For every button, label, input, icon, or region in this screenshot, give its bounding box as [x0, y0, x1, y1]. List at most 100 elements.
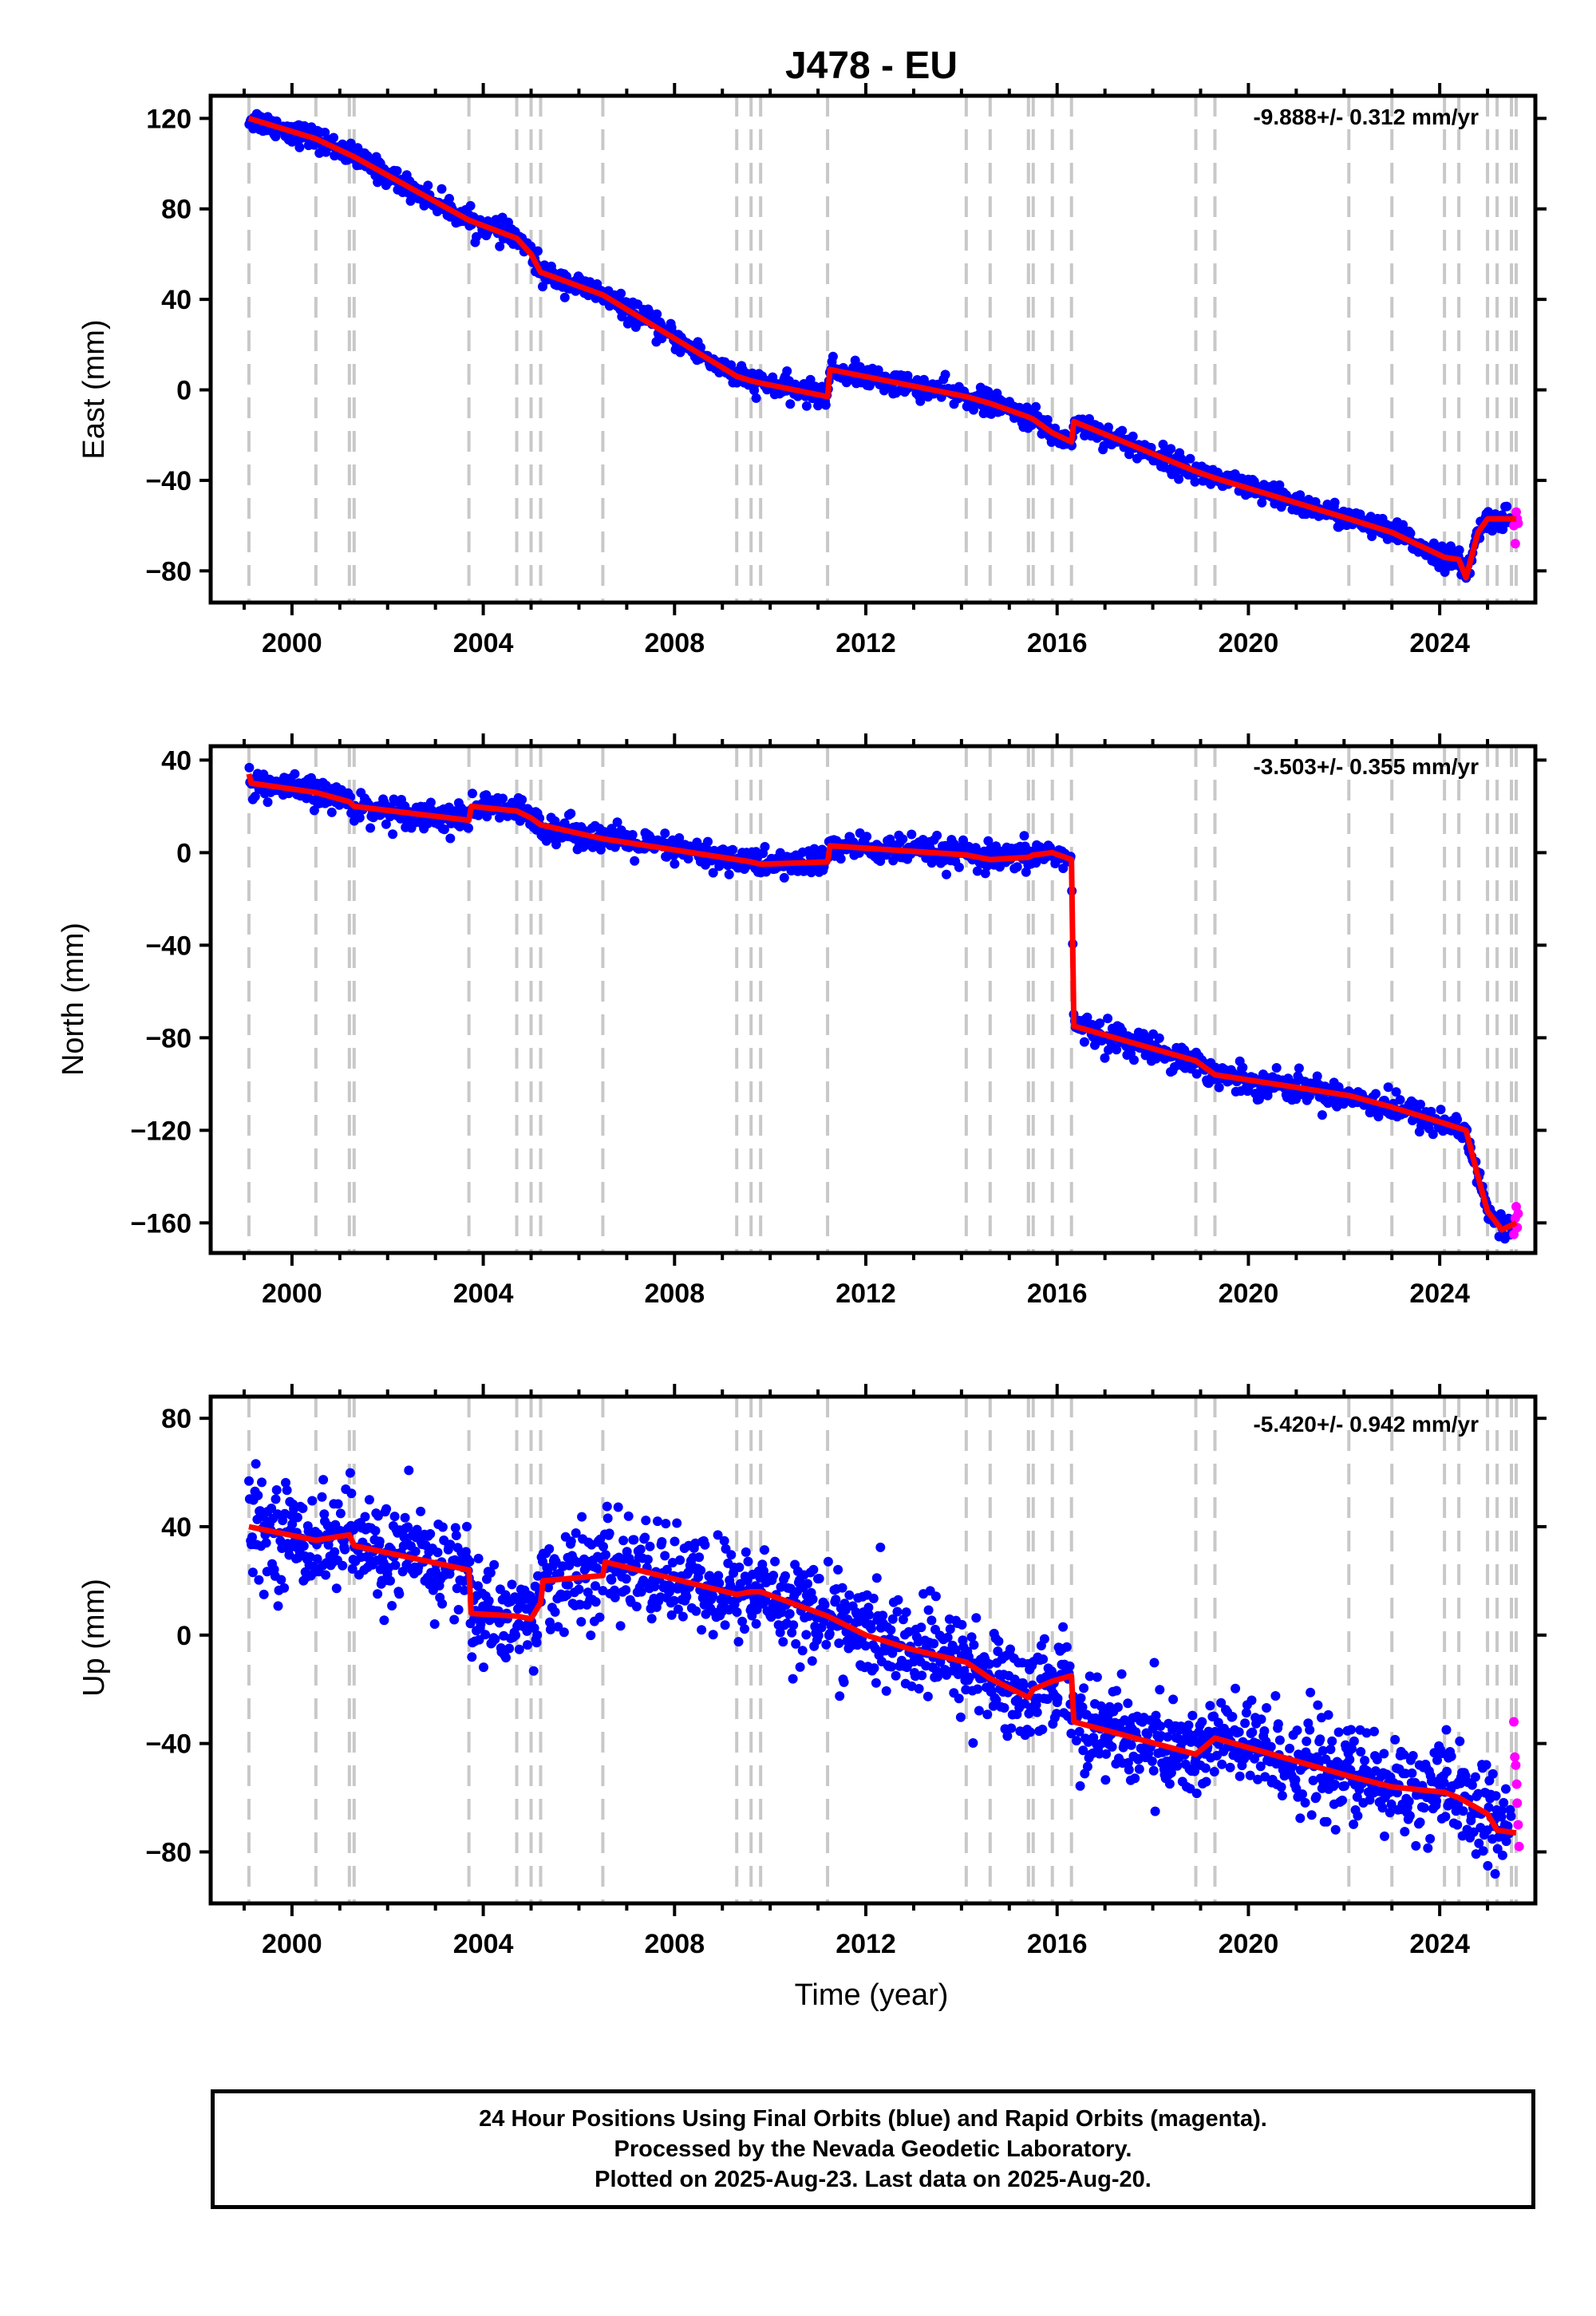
up-final-point [370, 1526, 381, 1536]
up-final-point [566, 1536, 576, 1547]
up-final-point [669, 1595, 679, 1606]
north-final-point [1262, 1090, 1273, 1101]
up-final-point [984, 1659, 994, 1670]
north-final-point [1371, 1089, 1381, 1099]
up-final-point [271, 1485, 282, 1495]
north-final-point [1191, 1069, 1202, 1079]
east-final-point [1031, 401, 1041, 412]
up-final-point [751, 1618, 761, 1629]
north-final-point [708, 868, 718, 878]
up-final-point [1032, 1707, 1042, 1717]
up-final-point [1191, 1788, 1202, 1799]
up-final-point [1455, 1736, 1465, 1746]
north-final-point [566, 808, 576, 819]
up-final-point [653, 1516, 662, 1527]
up-final-point [559, 1627, 569, 1638]
north-final-point [1058, 864, 1069, 873]
east-final-point [1502, 501, 1512, 512]
north-final-point [1294, 1063, 1304, 1073]
up-y-tick-label-1: 40 [161, 1512, 192, 1543]
up-final-point [1130, 1773, 1140, 1784]
up-final-point [257, 1477, 267, 1488]
up-final-point [955, 1712, 966, 1722]
north-final-point [674, 833, 685, 843]
up-final-point [484, 1595, 494, 1606]
east-final-point [616, 288, 626, 298]
north-x-tick-label-0: 2000 [262, 1279, 322, 1309]
up-final-point [1052, 1709, 1061, 1719]
up-final-point [974, 1705, 984, 1716]
up-final-point [1411, 1840, 1421, 1851]
up-x-ticks: 2000 2004 2008 2012 2016 2020 2024 [242, 1384, 1490, 1959]
up-final-point [571, 1528, 581, 1538]
up-x-tick-label-1: 2004 [453, 1929, 514, 1959]
up-final-point [1295, 1813, 1306, 1824]
north-final-point [263, 797, 273, 808]
up-final-point [667, 1558, 678, 1567]
east-final-point [423, 180, 433, 191]
north-final-point [972, 866, 982, 876]
up-model-polyline [248, 1524, 1517, 1836]
up-final-point [840, 1605, 851, 1615]
up-final-point [964, 1672, 974, 1682]
up-final-point [1308, 1776, 1318, 1785]
up-final-point [1168, 1694, 1179, 1705]
up-final-point [528, 1666, 539, 1676]
up-final-point [480, 1630, 491, 1640]
up-final-point [1291, 1784, 1302, 1794]
up-final-point [898, 1614, 908, 1625]
north-y-tick-label-1: 0 [176, 838, 192, 868]
up-final-point [1245, 1770, 1255, 1780]
north-final-point [464, 823, 473, 833]
east-final-point [532, 246, 543, 256]
east-final-point [465, 200, 476, 211]
up-final-point [844, 1590, 855, 1600]
up-final-point [1458, 1806, 1468, 1816]
up-final-point [1290, 1775, 1301, 1785]
east-model-polyline [247, 115, 1516, 581]
east-rapid-point-1 [1510, 539, 1520, 549]
east-x-ticks: 2000 2004 2008 2012 2016 2020 2024 [242, 83, 1490, 658]
up-final-point [787, 1627, 797, 1638]
up-final-point [1287, 1761, 1298, 1772]
east-frame [208, 93, 1538, 605]
north-x-ticks: 2000 2004 2008 2012 2016 2020 2024 [242, 733, 1490, 1309]
up-final-point [916, 1622, 926, 1633]
east-final-point [1128, 431, 1138, 441]
east-final-point [495, 241, 505, 251]
up-final-point [1423, 1843, 1433, 1853]
up-final-point [1478, 1846, 1488, 1856]
up-final-point [863, 1603, 874, 1613]
up-final-point [389, 1512, 400, 1522]
east-x-tick-label-5: 2020 [1219, 628, 1279, 658]
up-final-point [1075, 1780, 1085, 1791]
up-final-point [1361, 1728, 1372, 1738]
up-final-point [1300, 1797, 1310, 1808]
up-final-point [1410, 1777, 1420, 1788]
up-final-point [1166, 1768, 1176, 1778]
north-final-point [1082, 1012, 1092, 1022]
up-final-point [1425, 1834, 1436, 1844]
up-final-point [1197, 1717, 1207, 1727]
up-final-point [532, 1630, 543, 1640]
north-final-point [1452, 1114, 1463, 1124]
up-final-point [1492, 1844, 1503, 1854]
up-final-point [1231, 1683, 1241, 1694]
up-final-point [451, 1531, 461, 1540]
up-final-point [467, 1652, 477, 1662]
up-final-point [1360, 1756, 1370, 1765]
north-x-tick-label-6: 2024 [1409, 1279, 1470, 1309]
north-final-point [468, 788, 477, 799]
up-final-point [583, 1587, 593, 1598]
up-final-point [433, 1547, 443, 1558]
east-final-point [320, 128, 330, 137]
up-final-point [259, 1589, 269, 1599]
up-final-point [1273, 1719, 1283, 1729]
up-final-point [321, 1570, 331, 1580]
up-final-point [1234, 1727, 1244, 1737]
up-final-point [340, 1544, 350, 1555]
north-final-point [1426, 1106, 1436, 1117]
up-x-tick-label-3: 2012 [836, 1929, 896, 1959]
up-final-point [621, 1585, 631, 1595]
up-final-point [379, 1615, 389, 1626]
